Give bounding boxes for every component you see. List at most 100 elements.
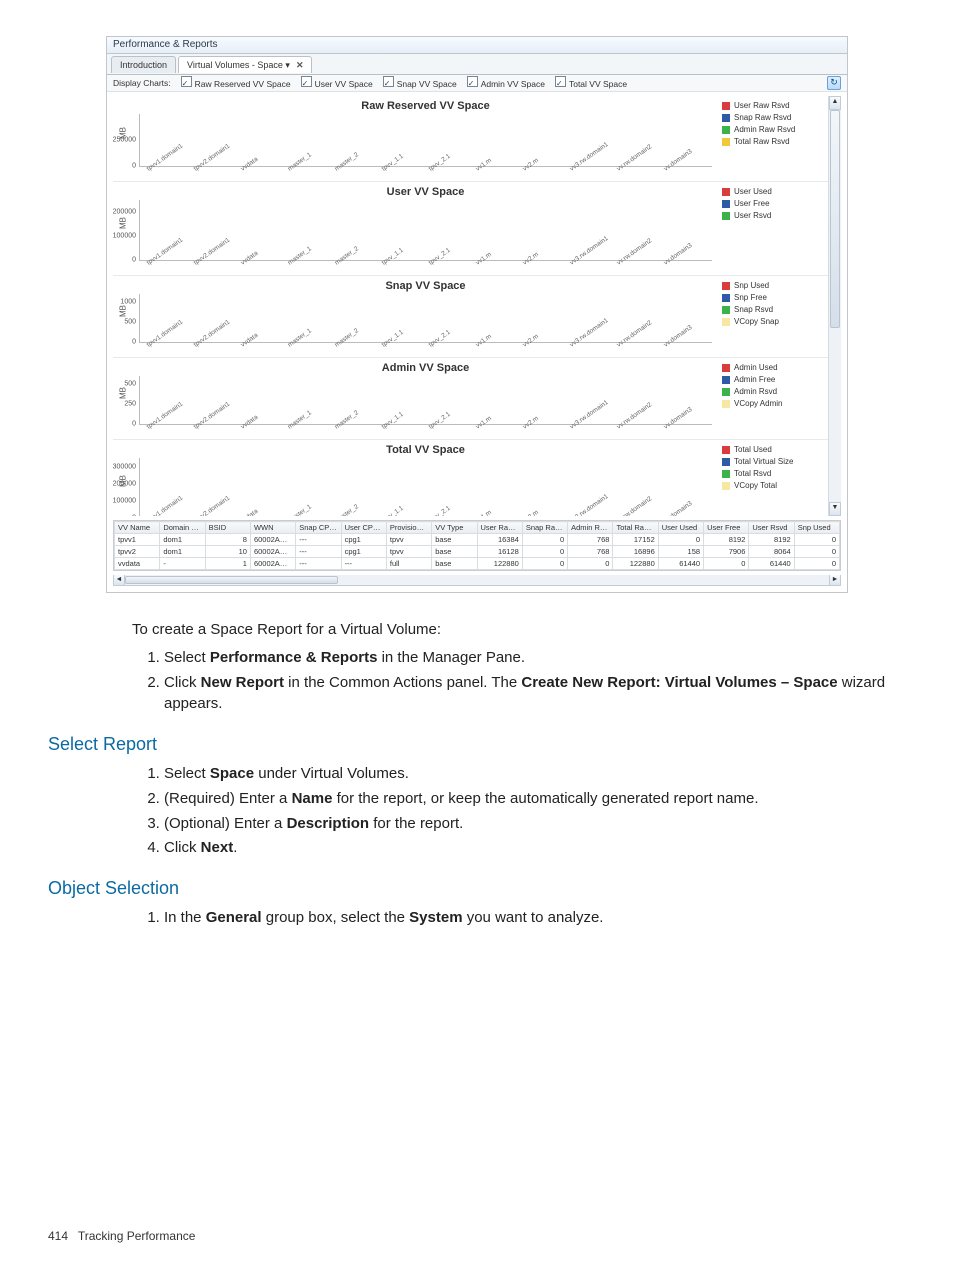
- chart-legend: User UsedUser FreeUser Rsvd: [718, 184, 828, 261]
- legend-swatch-icon: [722, 400, 730, 408]
- table-cell: 16384: [477, 534, 522, 546]
- xtick: master_2: [332, 399, 375, 432]
- legend-swatch-icon: [722, 470, 730, 478]
- steps-top: Select Performance & Reports in the Mana…: [132, 647, 902, 715]
- table-cell: 17152: [613, 534, 658, 546]
- table-header[interactable]: VV Type: [432, 522, 477, 534]
- charts-scrollbar[interactable]: ▲ ▼: [828, 96, 841, 516]
- xtick: tpvv2.domain1: [191, 141, 234, 174]
- table-row[interactable]: tpvv1dom1860002AC0060000...---cpg1tpvvba…: [115, 534, 840, 546]
- hscroll-right-button[interactable]: ►: [829, 575, 840, 585]
- table-header[interactable]: WWN: [250, 522, 295, 534]
- table-header[interactable]: User Free: [704, 522, 749, 534]
- table-header[interactable]: User Used: [658, 522, 703, 534]
- checkbox-icon[interactable]: [383, 76, 394, 87]
- table-row[interactable]: tpvv2dom11060002AC0060000...---cpg1tpvvb…: [115, 546, 840, 558]
- xtick: vv.rw.domain2: [614, 399, 657, 432]
- table-cell: base: [432, 546, 477, 558]
- xtick: master_2: [332, 317, 375, 350]
- scroll-thumb[interactable]: [830, 110, 840, 328]
- xtick: master_1: [285, 493, 328, 516]
- legend-item: Snap Rsvd: [722, 304, 824, 315]
- table-header[interactable]: Total Raw Rsvd: [613, 522, 658, 534]
- table-header[interactable]: Provision Type: [386, 522, 431, 534]
- display-check-1[interactable]: User VV Space: [301, 75, 373, 92]
- table-cell: base: [432, 534, 477, 546]
- steps-select-report: Select Space under Virtual Volumes.(Requ…: [132, 763, 902, 859]
- table-cell: 768: [568, 546, 613, 558]
- table-header[interactable]: User Raw Rsvd: [477, 522, 522, 534]
- xtick: vv3.rw.domain1: [567, 141, 610, 174]
- table-cell: 60002AC0060000...: [250, 558, 295, 570]
- window-titlebar: Performance & Reports: [107, 37, 847, 54]
- display-check-2[interactable]: Snap VV Space: [383, 75, 457, 92]
- table-header[interactable]: Domain Name: [160, 522, 205, 534]
- table-cell: 158: [658, 546, 703, 558]
- table-hscrollbar[interactable]: ◄ ►: [113, 575, 841, 586]
- xtick: vvdata: [238, 399, 281, 432]
- legend-swatch-icon: [722, 294, 730, 302]
- table-cell: vvdata: [115, 558, 160, 570]
- xtick: tpvv_1.1: [379, 493, 422, 516]
- chart-legend: Admin UsedAdmin FreeAdmin RsvdVCopy Admi…: [718, 360, 828, 425]
- table-header[interactable]: User Rsvd: [749, 522, 794, 534]
- xtick: tpvv_1.1: [379, 317, 422, 350]
- xtick: master_2: [332, 235, 375, 268]
- xtick: tpvv2.domain1: [191, 493, 234, 516]
- section-object-selection: Object Selection: [48, 875, 902, 901]
- checkbox-icon[interactable]: [555, 76, 566, 87]
- checkbox-icon[interactable]: [181, 76, 192, 87]
- xtick: tpvv_2.1: [426, 235, 469, 268]
- table-cell: base: [432, 558, 477, 570]
- display-check-0[interactable]: Raw Reserved VV Space: [181, 75, 291, 92]
- display-check-4[interactable]: Total VV Space: [555, 75, 627, 92]
- chart-title: User VV Space: [139, 186, 712, 198]
- xtick: master_1: [285, 317, 328, 350]
- chart-plot: 0100000200000300000tpvv1.domain1tpvv2.do…: [139, 458, 712, 516]
- tab-close-icon[interactable]: ✕: [296, 60, 304, 70]
- table-header[interactable]: Snap CPG Name: [296, 522, 341, 534]
- xtick: tpvv2.domain1: [191, 317, 234, 350]
- xtick: vvdata: [238, 235, 281, 268]
- chart-legend: User Raw RsvdSnap Raw RsvdAdmin Raw Rsvd…: [718, 98, 828, 167]
- table-cell: 8192: [749, 534, 794, 546]
- xtick: tpvv1.domain1: [144, 493, 187, 516]
- legend-swatch-icon: [722, 200, 730, 208]
- xtick: vv3.rw.domain1: [567, 399, 610, 432]
- scroll-up-button[interactable]: ▲: [829, 96, 841, 110]
- table-row[interactable]: vvdata-160002AC0060000...------fullbase1…: [115, 558, 840, 570]
- table-header[interactable]: VV Name: [115, 522, 160, 534]
- xtick: vv3.rw.domain1: [567, 235, 610, 268]
- legend-swatch-icon: [722, 364, 730, 372]
- legend-item: User Raw Rsvd: [722, 100, 824, 111]
- legend-item: Admin Free: [722, 374, 824, 385]
- scroll-down-button[interactable]: ▼: [829, 502, 841, 516]
- chart-plot: 0250500tpvv1.domain1tpvv2.domain1vvdatam…: [139, 376, 712, 425]
- window-tab-0[interactable]: Introduction: [111, 56, 176, 73]
- legend-swatch-icon: [722, 318, 730, 326]
- hscroll-left-button[interactable]: ◄: [114, 575, 125, 585]
- table-cell: 0: [704, 558, 749, 570]
- refresh-icon[interactable]: ↻: [827, 76, 841, 90]
- table-cell: dom1: [160, 534, 205, 546]
- chart-snap: Snap VV SpaceMB05001000tpvv1.domain1tpvv…: [113, 276, 828, 358]
- table-header[interactable]: Admin Raw Rsvd: [568, 522, 613, 534]
- hscroll-thumb[interactable]: [125, 576, 338, 584]
- window-tab-1[interactable]: Virtual Volumes - Space ▾✕: [178, 56, 312, 73]
- chart-title: Raw Reserved VV Space: [139, 100, 712, 112]
- table-cell: -: [160, 558, 205, 570]
- checkbox-icon[interactable]: [301, 76, 312, 87]
- xtick: vv1.m: [473, 493, 516, 516]
- display-check-3[interactable]: Admin VV Space: [467, 75, 545, 92]
- table-header[interactable]: User CPG Name: [341, 522, 386, 534]
- table-header[interactable]: Snap Raw Rsvd: [522, 522, 567, 534]
- chart-legend: Snp UsedSnp FreeSnap RsvdVCopy Snap: [718, 278, 828, 343]
- table-header[interactable]: BSID: [205, 522, 250, 534]
- checkbox-icon[interactable]: [467, 76, 478, 87]
- legend-item: VCopy Total: [722, 480, 824, 491]
- legend-swatch-icon: [722, 446, 730, 454]
- table-cell: 10: [205, 546, 250, 558]
- legend-item: Admin Rsvd: [722, 386, 824, 397]
- table-cell: ---: [296, 558, 341, 570]
- table-header[interactable]: Snp Used: [794, 522, 839, 534]
